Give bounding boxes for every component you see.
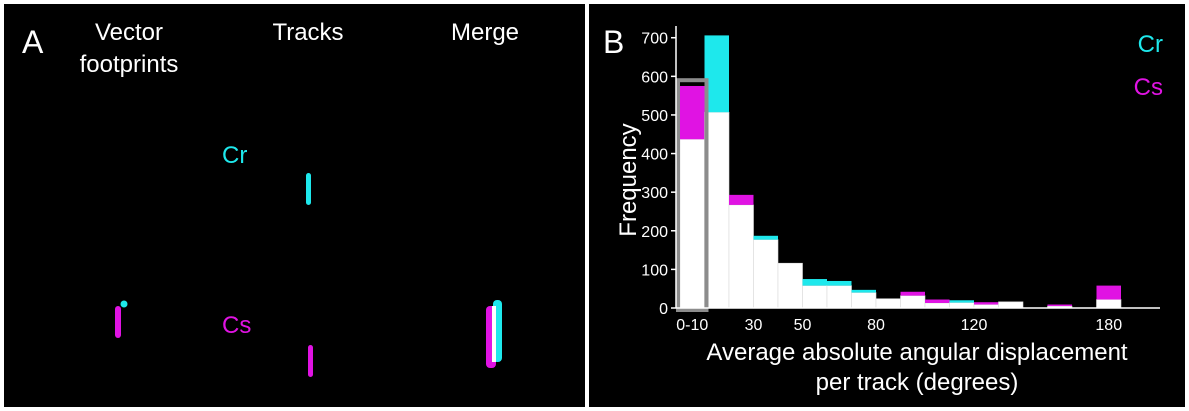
bar-excess-cs-120 (974, 302, 999, 305)
bar-excess-cr-30 (753, 235, 778, 240)
y-tick-label-400: 400 (641, 147, 668, 164)
cs-label: Cs (222, 312, 251, 339)
y-tick-label-100: 100 (641, 262, 668, 279)
bar-excess-cr-10 (704, 35, 729, 113)
bar-excess-cr-110 (949, 300, 974, 303)
bar-common-100 (924, 302, 950, 309)
bar-common-80 (875, 298, 901, 309)
cr-track (306, 173, 311, 205)
highlight-group (676, 78, 709, 312)
bar-common-20 (728, 204, 754, 309)
y-tick-label-700: 700 (641, 31, 668, 48)
bar-common-60 (826, 285, 852, 309)
y-tick-label-500: 500 (641, 108, 668, 125)
bar-common-40 (777, 262, 803, 309)
bar-excess-cs-90 (900, 291, 925, 296)
bar-excess-cs-100 (925, 299, 950, 303)
bar-excess-cs-150 (1047, 304, 1072, 307)
column-title-merge: Merge (451, 19, 519, 46)
panel-b: B 0 100 200 300 400 500 600 700 0-10 30 50 80 120 18… (589, 4, 1185, 407)
merge-overlap (492, 306, 496, 362)
y-tick-label-600: 600 (641, 69, 668, 86)
bar-common-50 (802, 285, 828, 309)
x-axis: 0-10 30 50 80 120 180 (676, 307, 1160, 334)
column-title-vector: Vector (95, 19, 163, 46)
panel-a-letter: A (22, 24, 44, 60)
column-title-footprints: footprints (80, 51, 179, 78)
x-tick-label-80: 80 (867, 317, 885, 334)
panel-b-letter: B (603, 24, 624, 60)
cs-vector-footprint (115, 306, 121, 338)
cs-track (308, 345, 313, 377)
x-tick-label-120: 120 (961, 317, 988, 334)
y-axis: 0 100 200 300 400 500 600 700 (641, 26, 677, 318)
bar-common-0 (679, 138, 705, 309)
x-tick-label-30: 30 (745, 317, 763, 334)
bar-excess-cr-50 (802, 279, 827, 286)
x-tick-label-180: 180 (1095, 317, 1122, 334)
x-axis-label-line1: Average absolute angular displacement (706, 339, 1128, 366)
bar-common-30 (753, 239, 779, 309)
y-tick-label-0: 0 (659, 301, 668, 318)
bar-common-90 (900, 295, 926, 309)
bar-common-70 (851, 292, 877, 309)
highlight-box (676, 78, 709, 312)
x-tick-label-0-10: 0-10 (676, 317, 708, 334)
y-tick-label-300: 300 (641, 185, 668, 202)
bar-excess-cs-170 (1096, 285, 1121, 300)
bar-common-130 (998, 301, 1024, 309)
bar-excess-cr-60 (827, 280, 852, 286)
x-tick-label-50: 50 (794, 317, 812, 334)
bar-common-170 (1096, 299, 1122, 309)
cr-vector-footprint (120, 300, 128, 308)
bar-excess-cs-20 (729, 194, 754, 205)
panel-a: A Vector footprints Tracks Merge Cr Cs (4, 4, 585, 407)
bar-excess-cs-0 (680, 85, 705, 140)
y-tick-label-200: 200 (641, 224, 668, 241)
x-axis-label-line2: per track (degrees) (816, 369, 1019, 396)
legend-cs: Cs (1134, 74, 1163, 101)
legend-cr: Cr (1138, 31, 1163, 58)
bar-common-110 (949, 302, 975, 309)
bar-excess-cr-70 (851, 289, 876, 293)
legend: Cr Cs (1134, 31, 1163, 101)
column-title-tracks: Tracks (272, 19, 343, 46)
y-axis-label: Frequency (615, 123, 642, 236)
cr-label: Cr (222, 142, 247, 169)
